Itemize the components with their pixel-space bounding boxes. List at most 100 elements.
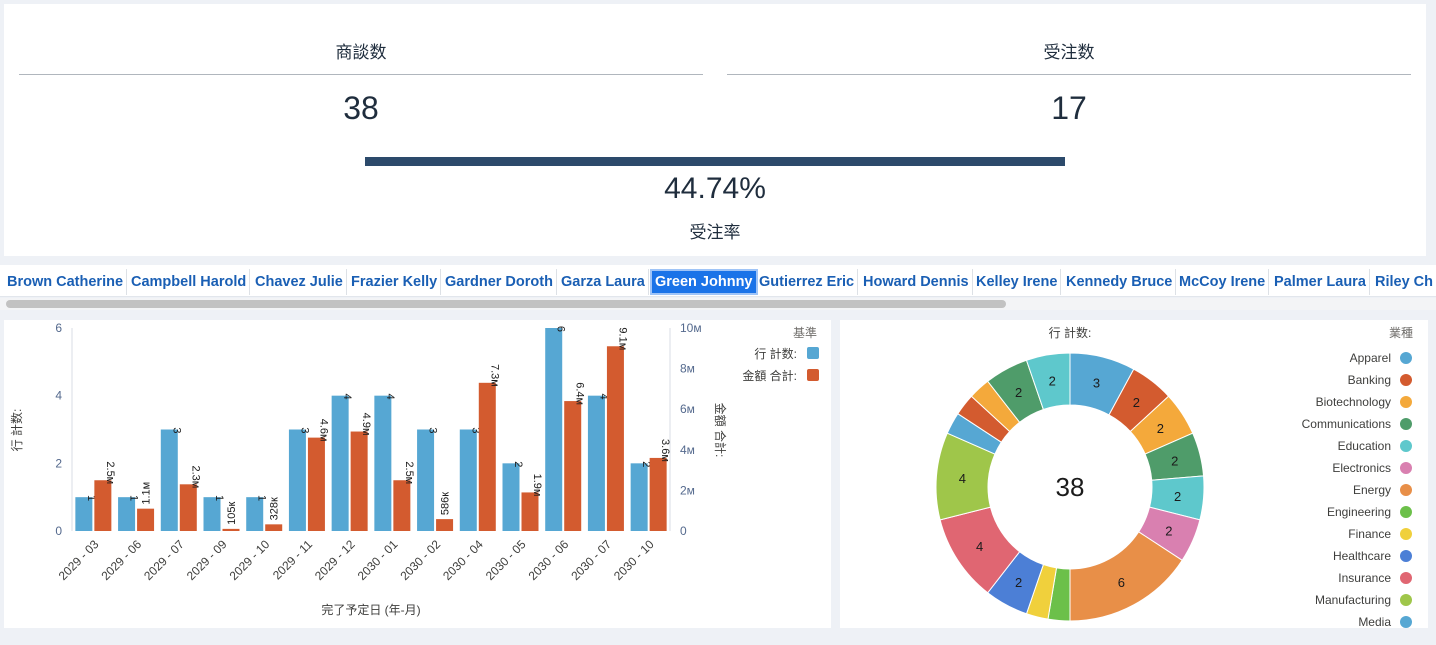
- slice-data-label: 2: [1171, 453, 1178, 468]
- deals-divider: [19, 74, 703, 75]
- amount-bar: [350, 431, 368, 531]
- amount-bar: [94, 480, 112, 531]
- owner-tab[interactable]: Howard Dennis: [860, 269, 973, 295]
- legend-swatch: [1400, 528, 1412, 540]
- legend-label: 金額 合計:: [742, 368, 797, 383]
- owner-tab[interactable]: Green Johnny: [650, 269, 758, 295]
- bar-data-label: 1: [85, 495, 97, 501]
- x-tick-label: 2029 - 12: [312, 537, 358, 583]
- bar-data-label: 4.9м: [360, 413, 372, 436]
- count-bar: [288, 429, 306, 531]
- bar-data-label: 2: [512, 461, 524, 467]
- slice-data-label: 3: [1093, 375, 1100, 390]
- amount-bar: [606, 346, 624, 531]
- y-tick-label: 4: [55, 389, 62, 403]
- legend-title: 業種: [1389, 326, 1413, 340]
- bar-data-label: 3: [170, 427, 182, 433]
- x-tick-label: 2029 - 03: [56, 537, 102, 583]
- legend-label: Electronics: [1332, 461, 1391, 475]
- close-date-bar-chart: 0 2 4 6 0 2м 4м 6м 8м 10м 行 計数: 金額 合計: 完了予定日 (年-月) 基準…: [9, 321, 819, 617]
- owner-tab[interactable]: Brown Catherine: [4, 269, 128, 295]
- win-rate-label: 受注率: [689, 223, 741, 242]
- industry-chart-panel: 3 2 2 2 2 2 6 2 4 4 2 2 38 行 計数: 業種 Apparel Banking Biote…: [840, 320, 1428, 628]
- bar-data-label: 2.5м: [403, 461, 415, 484]
- legend-label: Apparel: [1350, 351, 1391, 365]
- amount-bar: [649, 457, 667, 531]
- count-bar: [374, 395, 392, 531]
- x-tick-label: 2030 - 07: [568, 537, 614, 583]
- owner-tab[interactable]: Garza Laura: [558, 269, 649, 295]
- y-tick-label: 6: [55, 321, 62, 335]
- legend-swatch: [1400, 572, 1412, 584]
- bar-data-label: 1: [128, 495, 140, 501]
- bar-data-label: 2: [640, 461, 652, 467]
- owner-tab[interactable]: Kennedy Bruce: [1063, 269, 1177, 295]
- tab-scrollbar-thumb[interactable]: [6, 300, 1006, 308]
- slice-data-label: 4: [976, 539, 983, 554]
- won-value: 17: [1051, 90, 1087, 126]
- owner-tab[interactable]: Chavez Julie: [252, 269, 347, 295]
- slice-data-label: 2: [1015, 575, 1022, 590]
- bar-data-label: 1: [256, 495, 268, 501]
- legend-swatch: [1400, 374, 1412, 386]
- owner-tab[interactable]: Gutierrez Eric: [756, 269, 859, 295]
- x-tick-label: 2029 - 09: [184, 537, 230, 583]
- owner-tab[interactable]: McCoy Irene: [1176, 269, 1270, 295]
- count-bar: [160, 429, 178, 531]
- bar-data-label: 6: [555, 326, 567, 332]
- bar-data-label: 6.4м: [574, 382, 586, 405]
- owner-tab[interactable]: Palmer Laura: [1271, 269, 1370, 295]
- bar-data-label: 3: [469, 427, 481, 433]
- amount-bar: [307, 437, 325, 531]
- count-bar: [246, 497, 264, 531]
- slice-data-label: 2: [1157, 421, 1164, 436]
- owner-tab[interactable]: Campbell Harold: [128, 269, 251, 295]
- bar-data-label: 4.6м: [317, 419, 329, 442]
- y2-axis-title: 金額 合計:: [713, 403, 728, 458]
- x-axis-title: 完了予定日 (年-月): [321, 602, 420, 617]
- bar-data-label: 4: [384, 394, 396, 400]
- y2-tick-label: 8м: [680, 362, 695, 376]
- owner-tab[interactable]: Frazier Kelly: [348, 269, 442, 295]
- win-rate-bar: [365, 157, 1065, 166]
- count-bar: [417, 429, 435, 531]
- bar-data-label: 7.3м: [488, 364, 500, 387]
- amount-bar: [179, 484, 197, 531]
- slice-data-label: 2: [1015, 385, 1022, 400]
- legend-swatch: [1400, 352, 1412, 364]
- y-tick-label: 2: [55, 456, 62, 470]
- legend-label: 行 計数:: [754, 346, 797, 361]
- owner-tab[interactable]: Riley Ch: [1372, 269, 1436, 295]
- x-tick-label: 2029 - 07: [141, 537, 187, 583]
- won-label: 受注数: [1043, 43, 1095, 62]
- bar-data-label: 1: [213, 495, 225, 501]
- x-tick-label: 2030 - 06: [526, 537, 572, 583]
- legend-label: Energy: [1353, 483, 1391, 497]
- bar-data-label: 1.9м: [531, 474, 543, 497]
- donut-slice: [1025, 352, 1071, 411]
- legend-label: Biotechnology: [1316, 395, 1391, 409]
- bar-data-label: 586к: [440, 492, 452, 515]
- x-tick-label: 2029 - 06: [98, 537, 144, 583]
- count-bar: [545, 328, 563, 531]
- bar-data-label: 4: [597, 394, 609, 400]
- amount-bar: [137, 508, 155, 531]
- x-tick-label: 2030 - 04: [440, 537, 486, 583]
- owner-tab[interactable]: Kelley Irene: [973, 269, 1062, 295]
- amount-bar: [564, 401, 582, 531]
- legend-swatch: [1400, 462, 1412, 474]
- amount-bar: [521, 492, 539, 531]
- y2-tick-label: 6м: [680, 402, 695, 416]
- deals-label: 商談数: [335, 43, 387, 62]
- kpi-panel: 商談数 38 受注数 17 44.74% 受注率: [4, 4, 1426, 256]
- count-bar: [630, 463, 648, 531]
- legend-title: 基準: [793, 325, 817, 340]
- count-bar: [75, 497, 93, 531]
- owner-tab[interactable]: Gardner Doroth: [442, 269, 557, 295]
- count-bar: [459, 429, 477, 531]
- legend-swatch: [1400, 616, 1412, 628]
- bar-data-label: 3: [427, 427, 439, 433]
- donut-center-value: 38: [1056, 472, 1085, 502]
- legend-swatch: [1400, 506, 1412, 518]
- x-tick-label: 2030 - 02: [397, 537, 443, 583]
